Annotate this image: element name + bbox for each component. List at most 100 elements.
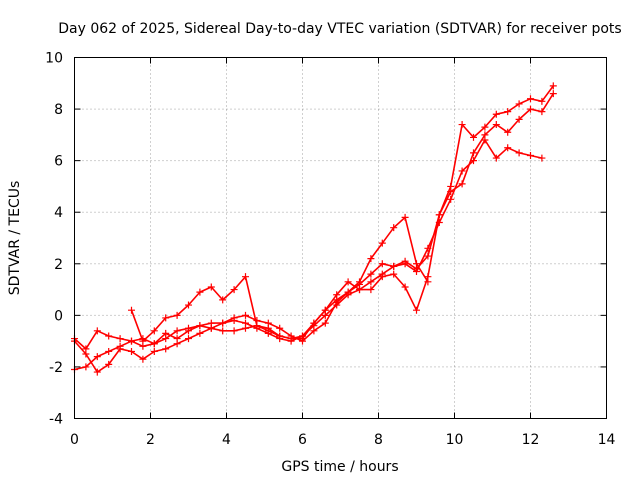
series-track-4 [128, 82, 557, 345]
data-point-marker [219, 327, 227, 335]
data-point-marker [378, 239, 386, 247]
data-point-marker [527, 105, 534, 113]
data-point-marker [173, 327, 181, 335]
data-point-marker [230, 327, 238, 335]
data-point-marker [116, 335, 124, 343]
series-layer [71, 82, 557, 376]
data-point-marker [367, 286, 375, 294]
y-tick-label: 6 [54, 154, 63, 170]
series-line [130, 85, 554, 342]
grid-lines [74, 57, 607, 419]
chart-title: Day 062 of 2025, Sidereal Day-to-day VTE… [58, 21, 621, 37]
data-point-marker [492, 154, 500, 162]
series-line [73, 93, 554, 350]
data-point-marker [93, 327, 101, 335]
data-point-marker [538, 97, 546, 105]
x-tick-label: 14 [598, 432, 616, 448]
data-point-marker [549, 82, 557, 90]
data-point-marker [356, 278, 363, 286]
data-point-marker [219, 319, 227, 327]
data-point-marker [333, 291, 341, 299]
x-tick-label: 0 [70, 432, 79, 448]
data-point-marker [333, 298, 341, 306]
series-track-1 [71, 90, 557, 353]
data-point-marker [378, 260, 386, 268]
data-point-marker [93, 368, 101, 376]
series-track-3 [71, 213, 432, 376]
data-point-marker [549, 90, 557, 98]
data-point-marker [207, 283, 215, 291]
data-point-marker [470, 133, 477, 141]
axis-ticks: 0 2 4 6 8 10 12 14 -4 -2 0 2 4 6 8 10 [45, 51, 615, 449]
data-point-marker [435, 211, 443, 219]
data-point-marker [139, 337, 147, 345]
data-point-marker [173, 311, 181, 319]
data-point-marker [196, 329, 204, 337]
data-point-marker [230, 286, 238, 294]
data-point-marker [82, 350, 90, 358]
data-point-marker [287, 335, 295, 343]
data-point-marker [504, 128, 512, 136]
data-point-marker [242, 273, 249, 281]
data-point-marker [424, 273, 432, 281]
data-point-marker [128, 337, 135, 345]
data-point-marker [390, 262, 398, 270]
data-point-marker [413, 268, 420, 276]
data-point-marker [105, 332, 113, 340]
data-point-marker [367, 270, 375, 278]
data-point-marker [196, 288, 204, 296]
data-point-marker [93, 353, 101, 361]
data-point-marker [515, 115, 523, 123]
data-point-marker [128, 347, 135, 355]
data-point-marker [481, 136, 489, 144]
data-point-marker [367, 255, 375, 263]
data-point-marker [321, 319, 329, 327]
data-point-marker [458, 180, 466, 188]
data-point-marker [492, 110, 500, 118]
data-point-marker [527, 95, 534, 103]
x-tick-label: 8 [374, 432, 383, 448]
data-point-marker [242, 311, 249, 319]
data-point-marker [481, 123, 489, 131]
y-tick-label: 2 [54, 257, 63, 273]
y-tick-label: -4 [49, 412, 63, 428]
data-point-marker [470, 157, 477, 165]
data-point-marker [401, 260, 409, 268]
y-axis-label: SDTVAR / TECUs [7, 181, 23, 296]
data-point-marker [344, 288, 352, 296]
data-point-marker [356, 286, 363, 294]
data-point-marker [105, 360, 113, 368]
data-point-marker [299, 335, 306, 343]
data-point-marker [492, 121, 500, 129]
data-point-marker [470, 149, 477, 157]
data-point-marker [458, 121, 466, 129]
data-point-marker [310, 327, 318, 335]
data-point-marker [504, 108, 512, 116]
x-tick-label: 6 [298, 432, 307, 448]
x-tick-label: 4 [222, 432, 231, 448]
data-point-marker [424, 244, 432, 252]
data-point-marker [264, 324, 272, 332]
data-point-marker [458, 167, 466, 175]
data-point-marker [242, 324, 249, 332]
data-point-marker [116, 345, 124, 353]
data-point-marker [219, 296, 227, 304]
data-point-marker [378, 273, 386, 281]
data-point-marker [401, 283, 409, 291]
data-point-marker [390, 224, 398, 232]
data-point-marker [185, 324, 192, 332]
data-point-marker [253, 322, 261, 330]
data-point-marker [196, 322, 204, 330]
data-point-marker [185, 301, 192, 309]
data-point-marker [128, 306, 135, 314]
data-point-marker [139, 355, 147, 363]
data-point-marker [185, 335, 192, 343]
data-point-marker [344, 278, 352, 286]
data-point-marker [413, 260, 420, 268]
data-point-marker [230, 314, 238, 322]
data-point-marker [504, 144, 512, 152]
y-tick-label: 10 [45, 51, 63, 67]
data-point-marker [447, 182, 455, 190]
data-point-marker [515, 149, 523, 157]
data-point-marker [401, 213, 409, 221]
